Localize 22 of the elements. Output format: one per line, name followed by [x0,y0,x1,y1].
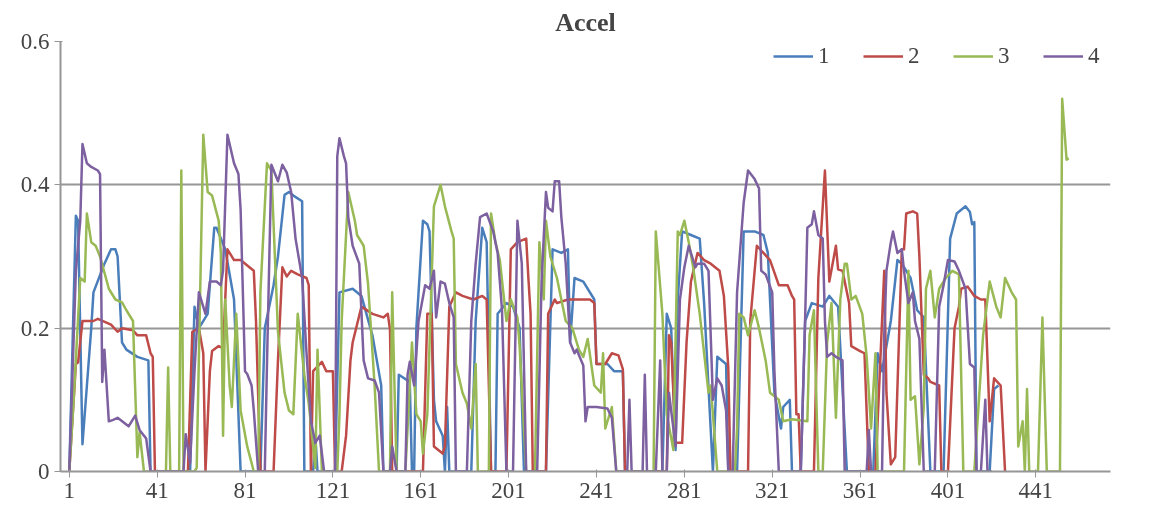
legend-label: 4 [1088,43,1101,69]
x-tick-label: 321 [754,477,790,503]
x-tick-label: 201 [491,477,526,503]
legend-label: 3 [998,43,1011,69]
x-tick-label: 241 [579,477,614,503]
x-tick-label: 121 [315,477,351,503]
x-tick-label: 401 [930,477,966,503]
line-series [68,97,1071,472]
x-tick-label: 81 [233,477,257,503]
legend-label: 1 [818,43,831,69]
y-tick-label: 0.4 [20,172,50,198]
x-tick-label: 161 [403,477,438,503]
x-tick-label: 281 [667,477,702,503]
y-tick-label: 0.6 [20,29,50,54]
chart-title: Accel [555,7,616,37]
legend-label: 2 [908,43,921,69]
y-tick-label: 0.2 [20,315,50,341]
x-tick-label: 1 [63,477,76,503]
x-tick-label: 41 [145,477,169,503]
x-tick-label: 361 [842,477,878,503]
x-tick-label: 441 [1018,477,1054,503]
y-tick-label: 0 [38,459,50,484]
